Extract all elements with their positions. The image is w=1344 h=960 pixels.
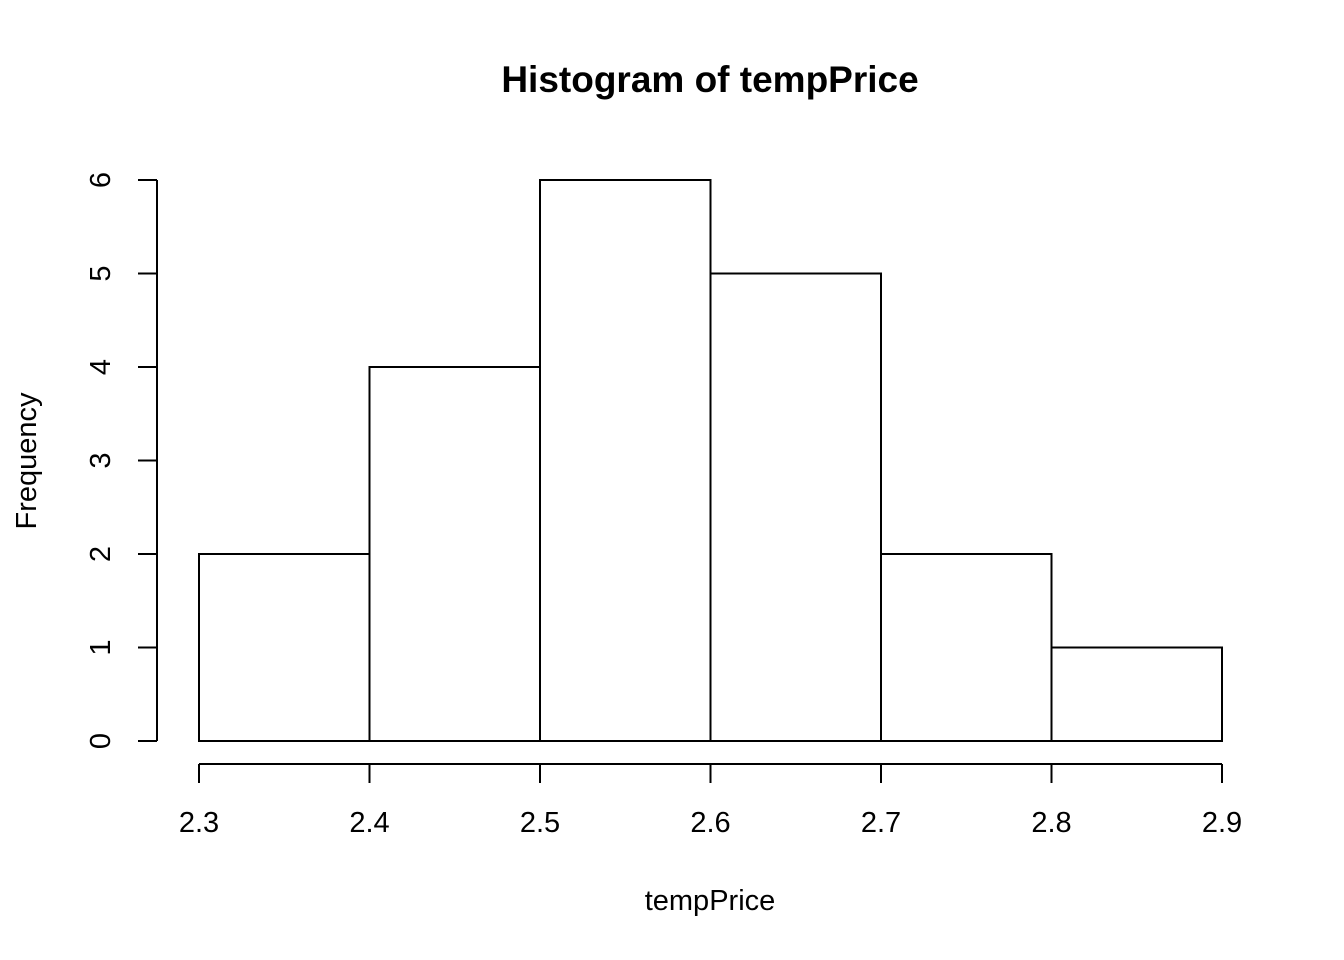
bars-group	[198, 179, 1223, 742]
y-tick-label: 5	[85, 265, 117, 281]
y-tick-label: 0	[85, 733, 117, 749]
y-tick-label: 6	[85, 172, 117, 188]
x-tick-label: 2.5	[520, 807, 560, 839]
y-tick-label: 4	[85, 359, 117, 375]
x-tick-label: 2.9	[1202, 807, 1242, 839]
y-axis: 0 1 2 3 4 5 6	[85, 172, 158, 749]
y-tick-label: 3	[85, 452, 117, 468]
histogram-bar-2	[539, 179, 712, 742]
histogram-bar-0	[198, 553, 371, 742]
y-tick-label: 1	[85, 639, 117, 655]
x-tick-label: 2.6	[690, 807, 730, 839]
x-axis-label: tempPrice	[645, 885, 776, 917]
y-axis-label: Frequency	[11, 392, 43, 530]
histogram-bar-3	[709, 272, 882, 742]
x-axis: 2.3 2.4 2.5 2.6 2.7 2.8 2.9	[179, 763, 1242, 839]
histogram-bar-1	[368, 366, 541, 742]
x-tick-label: 2.8	[1031, 807, 1071, 839]
chart-title: Histogram of tempPrice	[501, 59, 918, 100]
x-tick-label: 2.3	[179, 807, 219, 839]
histogram-bar-4	[880, 553, 1053, 742]
x-tick-label: 2.7	[861, 807, 901, 839]
y-tick-label: 2	[85, 546, 117, 562]
x-tick-label: 2.4	[349, 807, 389, 839]
histogram-bar-5	[1050, 646, 1223, 742]
